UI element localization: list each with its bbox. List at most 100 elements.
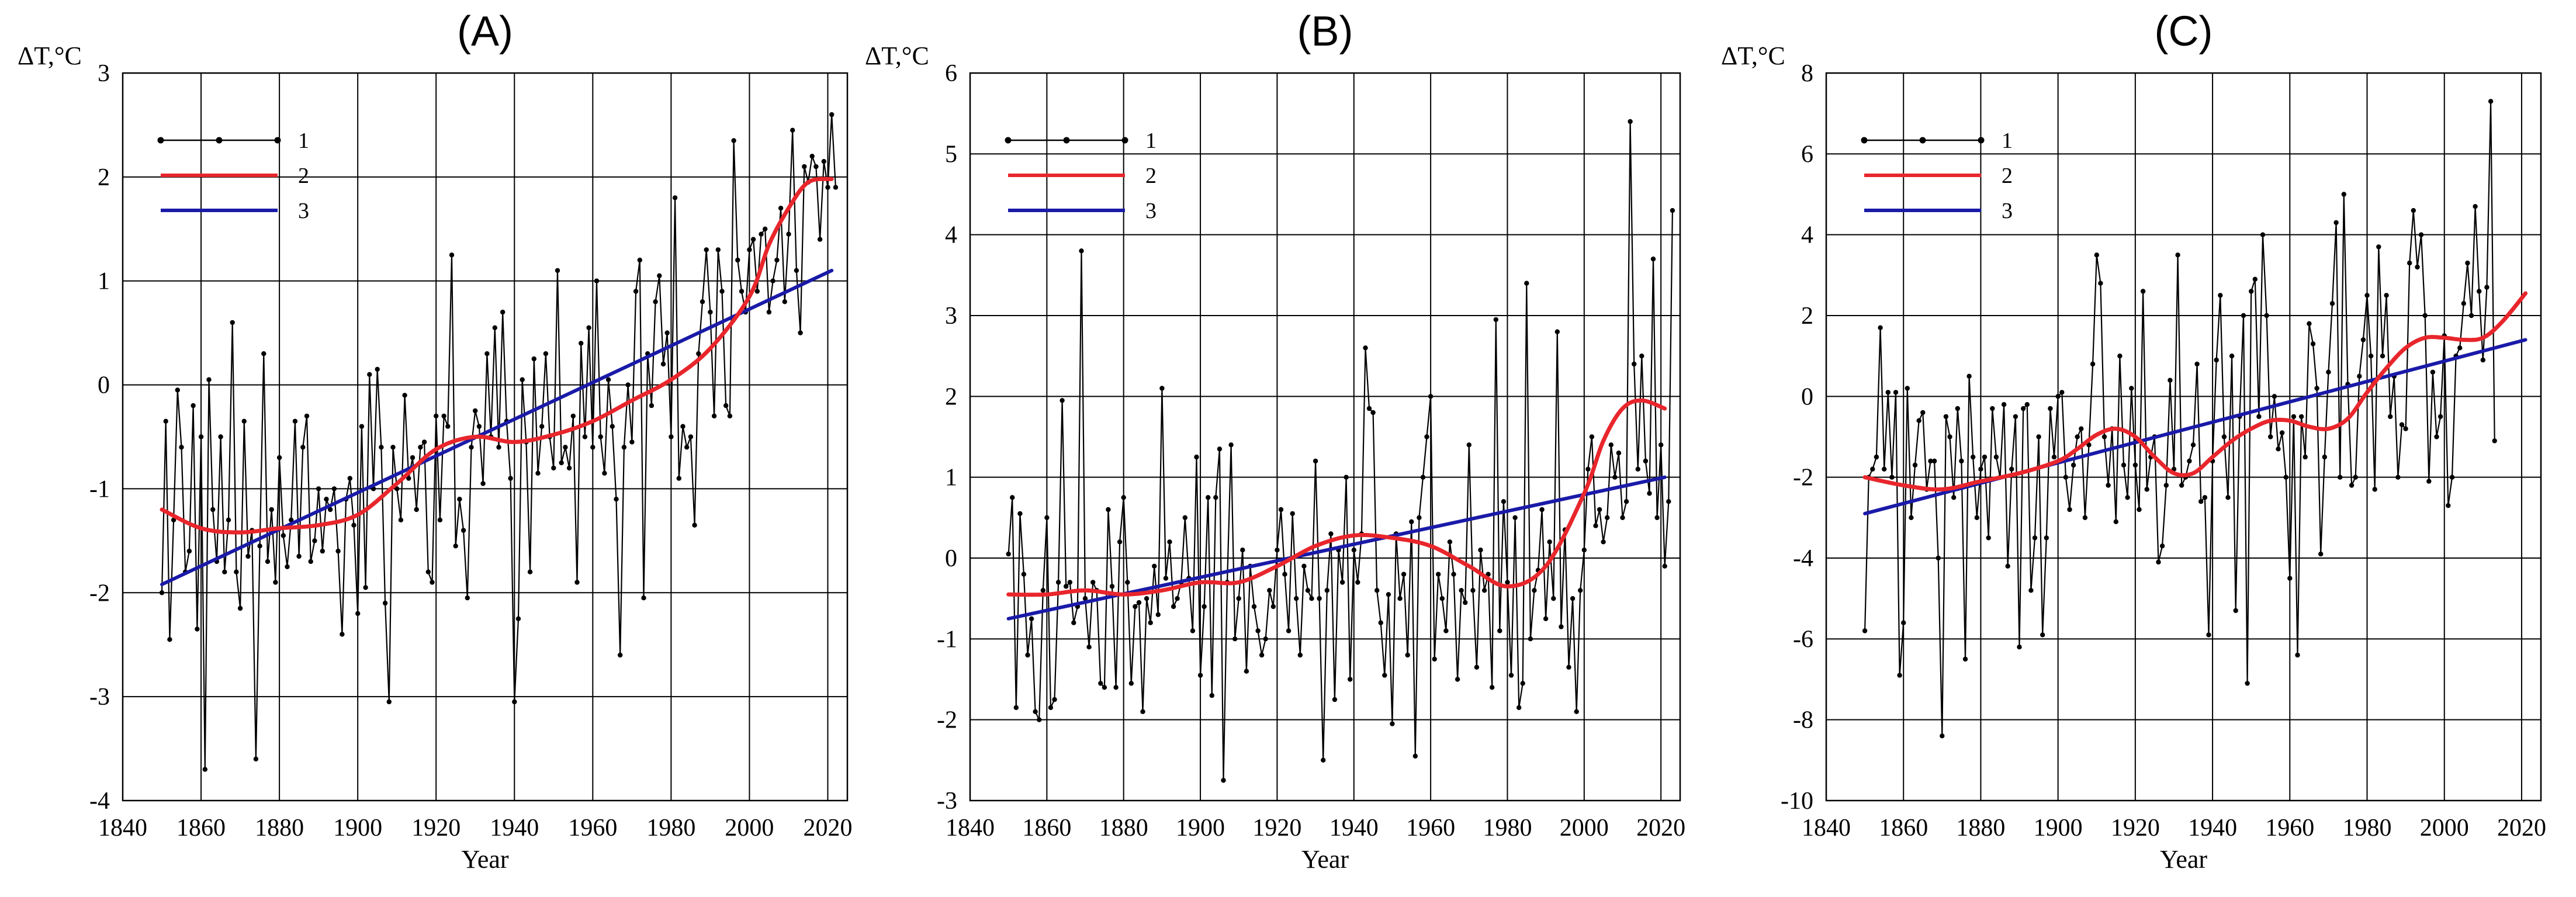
series-1-point bbox=[1993, 454, 1999, 460]
series-1-point bbox=[186, 548, 192, 554]
series-1-point bbox=[1374, 588, 1380, 593]
x-tick-label: 2020 bbox=[1636, 815, 1685, 841]
series-1-point bbox=[2484, 285, 2490, 290]
series-1-point bbox=[441, 413, 446, 419]
series-1-point bbox=[159, 590, 165, 595]
series-1-point bbox=[602, 470, 607, 476]
x-tick-label: 1920 bbox=[411, 815, 461, 841]
x-tick-label: 1940 bbox=[1329, 815, 1379, 841]
series-1-point bbox=[1117, 539, 1123, 545]
series-1-point bbox=[2032, 535, 2038, 541]
series-1-point bbox=[1578, 588, 1583, 593]
series-1-point bbox=[1055, 580, 1061, 585]
y-tick-label: -10 bbox=[1781, 788, 1813, 815]
series-1-point bbox=[1113, 685, 1119, 690]
legend-label: 1 bbox=[2002, 129, 2013, 153]
series-1-point bbox=[1955, 406, 1960, 411]
series-1-point bbox=[2430, 369, 2436, 375]
series-1-point bbox=[1363, 345, 1368, 351]
series-1-point bbox=[2013, 414, 2018, 420]
series-1-point bbox=[1974, 515, 1979, 520]
y-tick-label: 0 bbox=[945, 545, 957, 572]
series-1-point bbox=[2017, 645, 2022, 650]
series-1-point bbox=[430, 580, 435, 585]
series-1-point bbox=[421, 439, 427, 445]
series-1-point bbox=[1332, 697, 1338, 702]
panel-title: (C) bbox=[2155, 8, 2213, 55]
x-tick-label: 1880 bbox=[1956, 815, 2005, 841]
series-1-point bbox=[1574, 709, 1579, 715]
series-1-point bbox=[2187, 458, 2192, 464]
panel-title: (A) bbox=[457, 8, 513, 55]
series-1-point bbox=[2202, 495, 2208, 500]
series-1-point bbox=[1301, 563, 1307, 569]
series-1-point bbox=[2079, 426, 2084, 431]
series-1-point bbox=[1601, 539, 1606, 545]
series-1-point bbox=[1121, 495, 1126, 500]
series-1-point bbox=[347, 476, 352, 481]
series-1-point bbox=[515, 616, 521, 622]
series-1-point bbox=[386, 699, 392, 705]
series-1-point bbox=[276, 455, 282, 460]
series-1-point bbox=[195, 626, 200, 632]
series-1-point bbox=[539, 424, 545, 429]
series-1-point bbox=[434, 413, 439, 419]
series-1-point bbox=[1079, 248, 1084, 254]
y-tick-label: 1 bbox=[98, 268, 110, 295]
series-1-point bbox=[629, 439, 635, 445]
series-1-point bbox=[531, 356, 536, 362]
series-1-point bbox=[708, 309, 713, 315]
series-1-point bbox=[1516, 705, 1522, 711]
series-1-point bbox=[1297, 652, 1303, 658]
series-1-point bbox=[1006, 551, 1011, 557]
series-1-point bbox=[320, 548, 325, 554]
series-1-point bbox=[410, 455, 416, 460]
series-1-point bbox=[641, 595, 646, 601]
series-1-point bbox=[316, 486, 321, 491]
series-1-point bbox=[2272, 394, 2277, 399]
series-1-point bbox=[1321, 757, 1326, 763]
y-tick-label: -4 bbox=[89, 788, 110, 815]
series-1-point bbox=[312, 538, 317, 543]
y-tick-label: 4 bbox=[945, 222, 957, 249]
series-1-point bbox=[2245, 681, 2250, 686]
series-1-point bbox=[1912, 462, 1918, 468]
series-1-point bbox=[825, 185, 830, 190]
series-1-point bbox=[2403, 426, 2408, 431]
series-1-point bbox=[296, 553, 302, 559]
series-1-point bbox=[2156, 559, 2161, 565]
series-1-point bbox=[2179, 483, 2184, 488]
series-1-point bbox=[1966, 373, 1972, 379]
series-1-point bbox=[2194, 361, 2200, 367]
x-tick-label: 1860 bbox=[176, 815, 226, 841]
x-tick-label: 1980 bbox=[646, 815, 695, 841]
series-1-point bbox=[1432, 656, 1437, 662]
series-1-point bbox=[476, 424, 482, 429]
y-tick-label: -6 bbox=[1793, 626, 1813, 653]
series-1-point bbox=[1647, 491, 1652, 496]
y-tick-label: 2 bbox=[98, 164, 110, 191]
series-1-point bbox=[649, 403, 655, 408]
series-1-point bbox=[2415, 264, 2420, 270]
series-1-point bbox=[723, 403, 729, 408]
series-1-point bbox=[657, 273, 662, 278]
series-1-point bbox=[680, 424, 685, 429]
y-tick-label: -2 bbox=[89, 580, 110, 607]
series-1-point bbox=[829, 112, 835, 117]
panel-3: (C)1840 1860 1880 1900 1920 1940 1960 1980 2000 2… bbox=[1721, 8, 2546, 874]
series-1-point bbox=[2198, 499, 2204, 504]
series-1-point bbox=[1916, 418, 1921, 423]
series-1-point bbox=[324, 497, 329, 502]
series-1-point bbox=[1236, 595, 1241, 601]
y-tick-label: 0 bbox=[98, 372, 110, 399]
series-1-point bbox=[2264, 313, 2269, 318]
series-1-point bbox=[1650, 257, 1656, 262]
legend-label: 1 bbox=[298, 129, 309, 153]
series-1-point bbox=[2411, 208, 2416, 213]
series-1-point bbox=[1152, 563, 1157, 569]
series-1-point bbox=[198, 434, 204, 439]
series-1-point bbox=[535, 470, 541, 476]
series-1-point bbox=[359, 424, 365, 429]
series-1-point bbox=[618, 652, 623, 658]
